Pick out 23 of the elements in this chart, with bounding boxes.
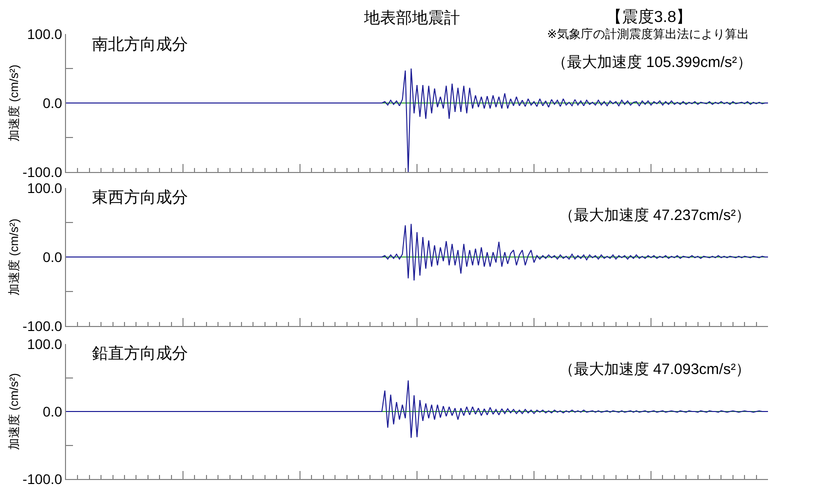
annotation: （最大加速度 47.093cm/s²） [559,361,751,378]
y-axis-title: 加速度 (cm/s²) [6,218,21,296]
chart-title: 東西方向成分 [92,188,188,207]
y-tick-label: 0.0 [42,94,62,111]
annotation: （最大加速度 105.399cm/s²） [552,54,752,71]
text: 【震度3.8】 [606,8,692,26]
y-tick-label: 100.0 [27,26,62,42]
y-tick-label: -100.0 [22,164,62,180]
y-tick-label: 0.0 [42,403,62,420]
y-tick-label: -100.0 [22,470,62,487]
line-series [66,223,768,281]
y-tick-label: 0.0 [42,248,62,265]
y-tick-label: 100.0 [27,336,62,352]
annotation: ※気象庁の計測震度算出法により算出 [547,27,750,41]
chart-title: 南北方向成分 [92,36,188,54]
annotation: （最大加速度 47.237cm/s²） [559,207,751,224]
y-tick-label: -100.0 [22,318,62,334]
y-axis-title: 加速度 (cm/s²) [6,64,21,142]
chart-title: 鉛直方向成分 [92,344,188,363]
line-series [66,380,768,438]
y-tick-label: 100.0 [27,180,62,196]
y-axis-title: 加速度 (cm/s²) [6,373,21,450]
text: 地表部地震計 [363,9,460,27]
